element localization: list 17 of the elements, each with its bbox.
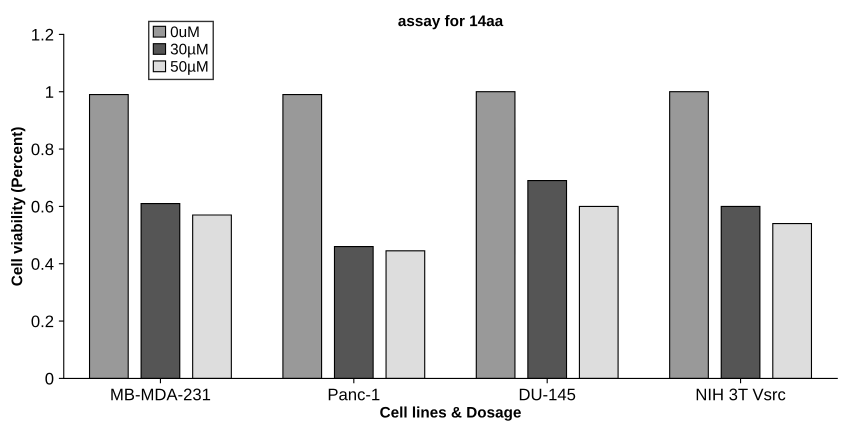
x-tick-label: MB-MDA-231 bbox=[111, 388, 210, 400]
legend-label: 50µM bbox=[170, 60, 208, 75]
x-axis-title: Cell lines & Dosage bbox=[380, 406, 521, 421]
y-tick-label: 1 bbox=[46, 86, 54, 98]
x-tick-label: Panc-1 bbox=[328, 388, 380, 400]
y-tick-label: 0 bbox=[45, 372, 54, 385]
x-tick-label: DU-145 bbox=[520, 388, 576, 400]
y-tick-label: 1.2 bbox=[32, 28, 54, 40]
y-tick-label: 0.6 bbox=[32, 200, 54, 213]
y-tick-label: 0.4 bbox=[32, 258, 54, 270]
y-tick-label: 0.2 bbox=[32, 315, 54, 328]
y-tick-label: 0.8 bbox=[32, 143, 54, 156]
legend-label: 30µM bbox=[170, 44, 208, 58]
chart-title: assay for 14aa bbox=[398, 14, 504, 30]
y-axis-title: Cell viability (Percent) bbox=[11, 127, 26, 286]
legend-label: 0uM bbox=[170, 26, 199, 38]
x-tick-label: NIH 3T Vsrc bbox=[696, 388, 786, 400]
